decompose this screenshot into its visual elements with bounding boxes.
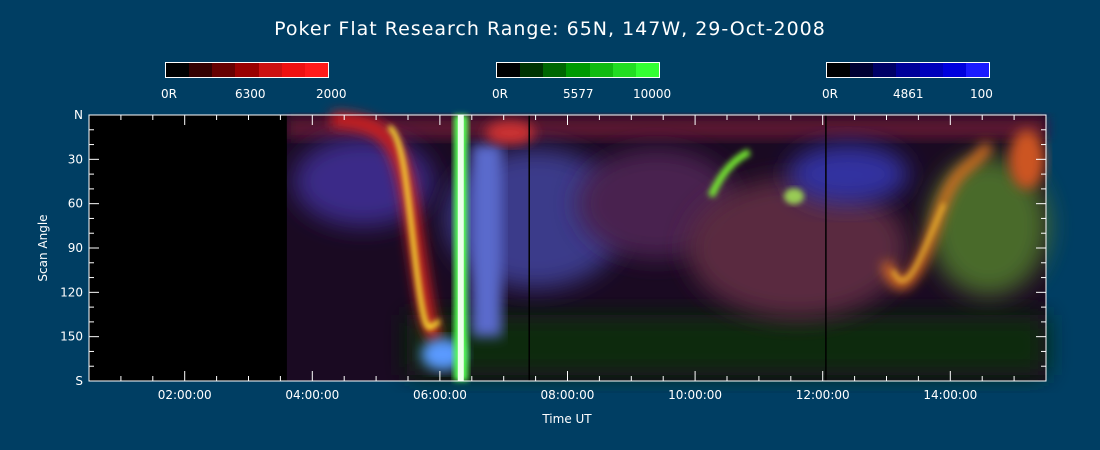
colorbar-4861-segment [896,63,920,77]
colorbar-5577-segment [543,63,567,77]
x-axis-label: Time UT [541,412,592,426]
colorbar-5577-segment [612,63,636,77]
y-tick-label: 120 [60,285,83,299]
y-tick-label: N [74,108,83,122]
orange-patch-end [1008,129,1045,190]
x-tick-label: 10:00:00 [668,388,722,402]
colorbar-5577-segment [520,63,544,77]
y-tick-label: 30 [68,152,83,166]
x-tick-label: 08:00:00 [541,388,595,402]
colorbar-4861-segment [827,63,851,77]
southern-green-haze [406,315,1046,375]
x-tick-label: 02:00:00 [158,388,212,402]
colorbar-4861-name: 4861 [893,87,924,101]
white-band-core [457,115,464,381]
colorbar-5577-segment [589,63,613,77]
colorbar-6300-segment [189,63,213,77]
x-tick-label: 12:00:00 [796,388,850,402]
colorbar-6300-segment [281,63,305,77]
colorbar-4861-segment [850,63,874,77]
y-axis-label: Scan Angle [36,214,50,281]
northern-horizon-glow [286,117,1046,139]
yellow-green-spot [783,188,804,205]
yellow-arc-afternoon [891,203,946,283]
blue-diffuse-noon [788,144,909,205]
colorbar-6300-segment [235,63,259,77]
colorbar-5577-name: 5577 [563,87,594,101]
emission-features [89,111,1049,381]
colorbar-6300 [165,62,329,78]
y-tick-label: 90 [68,241,83,255]
x-tick-label: 06:00:00 [413,388,467,402]
y-tick-label: 150 [60,330,83,344]
y-tick-label: S [75,374,83,388]
y-tick-label: 60 [68,197,83,211]
colorbar-5577-segment [566,63,590,77]
y-axis: N 30 60 90 120 150 S [60,108,1046,388]
colorbar-6300-max-label: 2000 [316,87,347,101]
colorbar-6300-segment [212,63,236,77]
blue-band-after [471,144,502,337]
colorbar-4861-segment [965,63,989,77]
colorbar-5577-min-label: 0R [492,87,508,101]
green-patch [707,148,751,198]
x-tick-label: 14:00:00 [923,388,977,402]
colorbar-5577-segment [635,63,659,77]
colorbar-5577 [496,62,660,78]
plot-frame [88,114,1047,382]
no-data-region [89,115,287,381]
colorbar-4861-max-label: 100 [970,87,993,101]
colorbar-5577-segment [497,63,521,77]
red-diffuse-midday [687,178,908,318]
x-axis: 02:00:00 04:00:00 06:00:00 08:00:00 10:00:00… [88,115,1047,402]
colorbar-6300-min-label: 0R [161,87,177,101]
colorbar-6300-segment [166,63,190,77]
colorbar-6300-name: 6300 [235,87,266,101]
colorbar-4861-segment [919,63,943,77]
colorbar-6300-segment [304,63,328,77]
x-tick-label: 04:00:00 [285,388,339,402]
colorbar-4861-min-label: 0R [822,87,838,101]
green-diffuse-afternoon [928,155,1049,296]
colorbar-4861-segment [873,63,897,77]
colorbar-5577-max-label: 10000 [633,87,672,101]
yellow-arc [387,124,441,331]
colorbar-4861 [826,62,990,78]
colorbar-6300-segment [258,63,282,77]
chart-title: Poker Flat Research Range: 65N, 147W, 29… [274,18,826,40]
colorbar-4861-segment [942,63,966,77]
red-patch-top [485,120,536,145]
